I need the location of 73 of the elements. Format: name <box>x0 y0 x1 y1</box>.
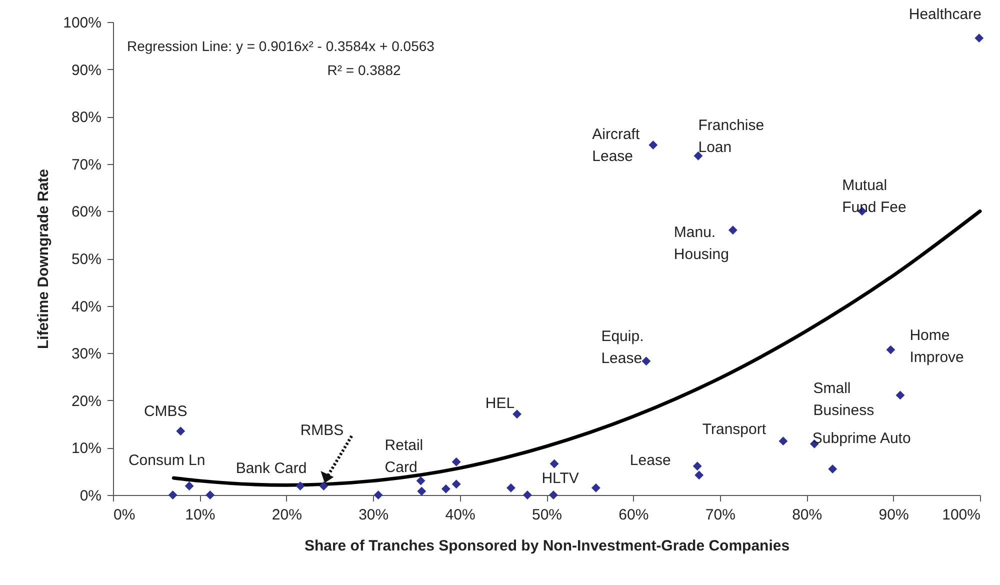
annotation: Retail Card <box>384 436 424 476</box>
annotation: Manu. Housing <box>674 224 729 264</box>
point <box>694 470 704 480</box>
annotation: HEL <box>485 395 515 412</box>
point <box>374 490 383 500</box>
x-tick-label: 100% <box>942 506 980 524</box>
annotation: Lease <box>630 452 671 470</box>
point <box>550 459 559 468</box>
y-tick-label: 20% <box>71 392 102 410</box>
annotation: Mutual Fund Fee <box>842 177 906 216</box>
x-tick-label: 70% <box>705 506 736 524</box>
annotation: RMBS <box>300 422 344 439</box>
point <box>319 482 328 490</box>
point <box>416 476 426 486</box>
point <box>441 484 450 494</box>
y-tick-label: 0% <box>80 488 102 504</box>
point <box>206 490 215 500</box>
x-tick-label: 80% <box>792 506 822 524</box>
y-tick-label: 80% <box>71 109 102 126</box>
point <box>184 482 194 490</box>
x-tick-label: 50% <box>532 506 562 524</box>
x-tick-label: 40% <box>445 506 476 524</box>
point <box>778 436 788 446</box>
point <box>176 426 186 436</box>
y-tick-label: 60% <box>71 204 102 221</box>
point <box>548 490 558 500</box>
point <box>452 457 461 466</box>
annotation: Regression Line: y = 0.9016x² - 0.3584x + 0.0563 <box>127 38 435 54</box>
x-tick-label: 30% <box>358 506 389 524</box>
point <box>296 482 305 490</box>
point <box>896 390 905 400</box>
x-tick-label: 60% <box>618 506 649 524</box>
point <box>886 345 896 354</box>
y-tick-label: 30% <box>71 346 102 363</box>
annotation: Subprime Auto <box>812 430 911 447</box>
point <box>642 356 651 366</box>
point <box>728 226 738 235</box>
annotation: Franchise Loan <box>698 116 764 156</box>
point <box>692 462 702 471</box>
y-tick-label: 40% <box>71 298 102 316</box>
point <box>648 140 658 150</box>
annotation: Small Business <box>813 380 874 420</box>
x-tick-label: 20% <box>272 506 302 524</box>
x-tick-label: 90% <box>878 506 909 524</box>
y-tick-label: 50% <box>71 251 102 268</box>
point <box>506 483 516 492</box>
y-tick-label: 10% <box>71 440 102 458</box>
point <box>168 490 178 500</box>
annotation: Healthcare <box>908 6 982 24</box>
point <box>512 410 522 419</box>
annotation: Consum Ln <box>128 452 206 469</box>
x-tick-label: 10% <box>185 506 216 524</box>
annotation: CMBS <box>144 403 188 420</box>
x-tick-label: 0% <box>114 506 136 524</box>
annotation: R² = 0.3882 <box>327 62 401 78</box>
point <box>417 486 426 496</box>
annotation: Bank Card <box>236 460 307 478</box>
annotation: Aircraft Lease <box>592 126 640 165</box>
y-tick-label: 100% <box>63 14 102 32</box>
annotation: HLTV <box>542 470 579 487</box>
point <box>828 464 838 474</box>
annotation: Transport <box>702 421 767 438</box>
point <box>522 490 532 500</box>
y-axis-title: Lifetime Downgrade Rate <box>35 168 52 350</box>
point <box>974 34 984 43</box>
point <box>694 151 703 160</box>
y-tick-label: 90% <box>71 62 102 79</box>
x-axis-title: Share of Tranches Sponsored by Non-Investment-Grade Companies <box>304 538 790 554</box>
point <box>591 483 600 492</box>
annotation: Equip. Lease <box>601 328 644 368</box>
y-tick-label: 70% <box>71 156 102 174</box>
annotation: Home Improve <box>910 326 964 366</box>
point <box>452 480 461 489</box>
